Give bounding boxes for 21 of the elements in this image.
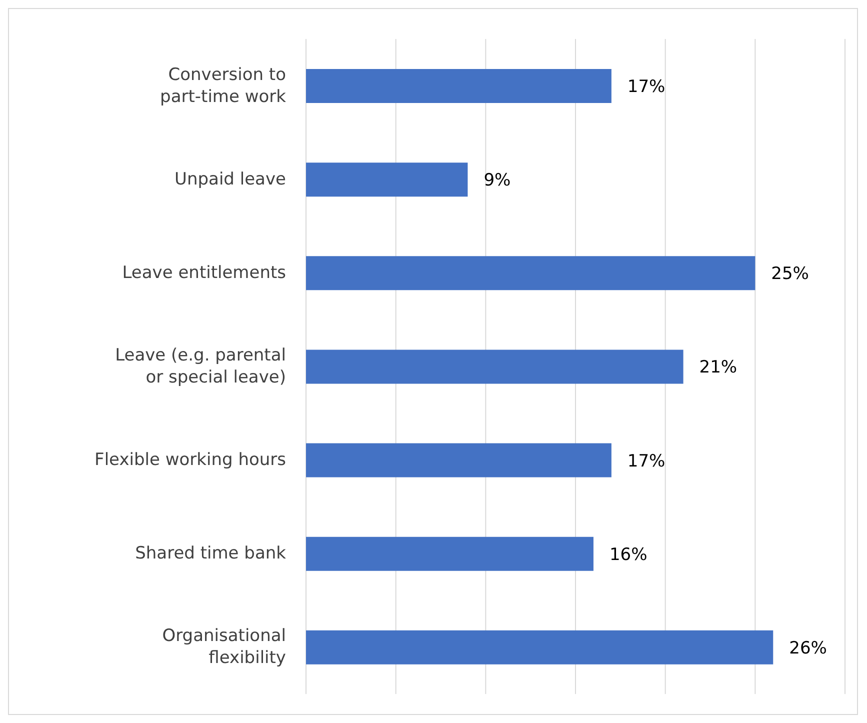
data-label: 16% <box>609 544 648 565</box>
bar <box>306 256 756 290</box>
data-label: 9% <box>484 170 511 191</box>
bar <box>306 350 684 384</box>
y-tick-label: Flexible working hours <box>94 450 286 470</box>
y-tick-label: Conversion to part-time work <box>160 64 286 107</box>
bar <box>306 630 774 664</box>
bar <box>306 536 594 571</box>
y-tick-label: Shared time bank <box>135 544 286 564</box>
y-tick-label: Organisational flexibility <box>162 626 286 668</box>
bar <box>306 69 612 103</box>
y-tick-label: Leave (e.g. parental or special leave) <box>115 346 286 388</box>
bar <box>306 443 612 478</box>
data-label: 17% <box>627 451 666 472</box>
bar <box>306 162 468 197</box>
y-tick-label: Unpaid leave <box>174 169 286 190</box>
data-label: 17% <box>627 77 666 98</box>
data-label: 26% <box>789 638 827 658</box>
data-label: 21% <box>699 358 738 378</box>
data-label: 25% <box>771 264 809 284</box>
y-tick-label: Leave entitlements <box>122 262 286 283</box>
